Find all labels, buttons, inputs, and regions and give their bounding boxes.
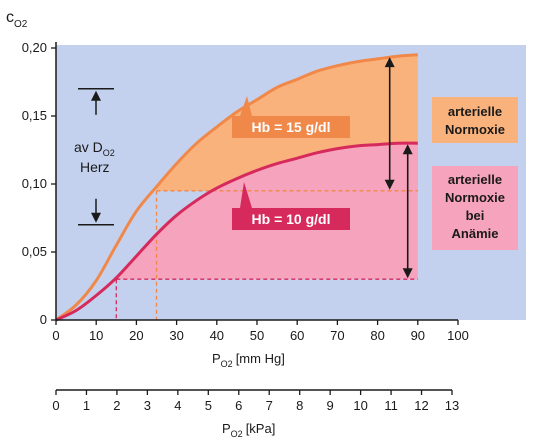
x-tick-label-mmhg: 60 xyxy=(290,328,304,343)
x-tick-label-kpa: 12 xyxy=(414,398,428,413)
x-tick-label-kpa: 0 xyxy=(52,398,59,413)
label-hb15-shape xyxy=(232,96,350,138)
avd-label-herz: Herz xyxy=(80,159,110,175)
box-anemia-line2: Normoxie xyxy=(445,190,505,205)
y-axis-label-sub: O2 xyxy=(14,19,28,30)
arrow-anemia-head-top xyxy=(402,144,413,155)
x-axis-label-kpa-main: P xyxy=(222,421,231,436)
x-tick-label-kpa: 4 xyxy=(174,398,181,413)
x-axis-label-mmhg-sub: O2 xyxy=(221,359,233,369)
x-tick-label-mmhg: 20 xyxy=(129,328,143,343)
label-hb15-text: Hb = 15 g/dl xyxy=(252,119,331,135)
y-tick-label: 0,10 xyxy=(22,176,47,191)
x-tick-label-kpa: 10 xyxy=(353,398,367,413)
x-axis-label-kpa: PO2 [kPa] xyxy=(222,421,275,439)
x-tick-label-kpa: 8 xyxy=(296,398,303,413)
y-tick-label: 0,15 xyxy=(22,108,47,123)
y-tick-label: 0,05 xyxy=(22,244,47,259)
avd-bracket xyxy=(78,88,114,226)
x-tick-label-kpa: 2 xyxy=(113,398,120,413)
curve-hb10 xyxy=(55,141,418,322)
x-tick-label-mmhg: 90 xyxy=(411,328,425,343)
arrow-normoxie-head-top xyxy=(384,57,395,68)
y-axis-label: cO2 xyxy=(6,9,28,30)
box-normoxie-line1: arterielle xyxy=(448,104,502,119)
label-hb10-shape xyxy=(232,182,350,230)
axes: 0 0,05 0,10 0,15 0,20 0 10 20 30 40 50 60 70 80 90 100 0… xyxy=(22,40,469,413)
avd-bracket-lower-arrow xyxy=(91,212,101,223)
y-tick-label: 0 xyxy=(40,312,47,327)
x-axis-label-mmhg-unit: [mm Hg] xyxy=(236,351,285,366)
box-anemia-line4: Anämie xyxy=(452,226,499,241)
box-normoxie-bg xyxy=(432,97,518,143)
box-normoxie-line2: Normoxie xyxy=(445,122,505,137)
label-hb10-text: Hb = 10 g/dl xyxy=(252,211,331,227)
x-tick-label-kpa: 13 xyxy=(445,398,459,413)
arrow-anemia-head-bottom xyxy=(402,268,413,279)
x-tick-label-kpa: 7 xyxy=(266,398,273,413)
x-tick-label-kpa: 5 xyxy=(205,398,212,413)
label-hb15: Hb = 15 g/dl xyxy=(232,96,350,138)
box-anemia-bg xyxy=(432,166,518,250)
label-hb10: Hb = 10 g/dl xyxy=(232,182,350,230)
x-axis-label-mmhg-main: P xyxy=(212,351,221,366)
box-anemia-line3: bei xyxy=(466,208,485,223)
guide-lines xyxy=(115,190,418,320)
avd-bracket-upper-arrow xyxy=(91,90,101,101)
avd-label: av DO2 xyxy=(74,139,115,158)
x-axis-label-mmhg: PO2 [mm Hg] xyxy=(212,351,285,369)
box-normoxie: arterielle Normoxie xyxy=(432,97,518,143)
box-anemia: arterielle Normoxie bei Anämie xyxy=(432,166,518,250)
avd-label-main: av D xyxy=(74,139,103,155)
y-tick-label: 0,20 xyxy=(22,40,47,55)
box-anemia-line1: arterielle xyxy=(448,172,502,187)
x-tick-label-kpa: 11 xyxy=(384,398,398,413)
x-axis-label-kpa-sub: O2 xyxy=(231,429,243,439)
x-tick-label-kpa: 6 xyxy=(235,398,242,413)
x-tick-label-kpa: 9 xyxy=(327,398,334,413)
x-tick-label-mmhg: 80 xyxy=(370,328,384,343)
x-axis-label-kpa-unit: [kPa] xyxy=(246,421,276,436)
arterial-arrows xyxy=(384,57,413,279)
avd-label-sub: O2 xyxy=(103,148,115,158)
x-tick-label-mmhg: 100 xyxy=(447,328,469,343)
x-tick-label-mmhg: 10 xyxy=(89,328,103,343)
x-tick-label-kpa: 3 xyxy=(144,398,151,413)
x-tick-label-mmhg: 30 xyxy=(169,328,183,343)
curve-hb15 xyxy=(55,53,418,322)
x-tick-label-mmhg: 70 xyxy=(330,328,344,343)
arrow-normoxie-head-bottom xyxy=(384,179,395,190)
x-tick-label-mmhg: 50 xyxy=(250,328,264,343)
x-tick-label-kpa: 1 xyxy=(83,398,90,413)
y-axis-label-main: c xyxy=(6,9,14,26)
x-tick-label-mmhg: 0 xyxy=(52,328,59,343)
x-tick-label-mmhg: 40 xyxy=(210,328,224,343)
